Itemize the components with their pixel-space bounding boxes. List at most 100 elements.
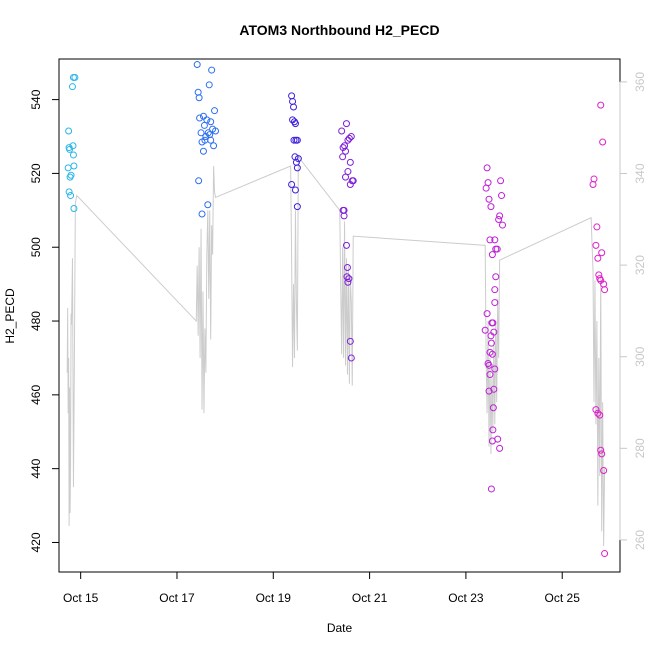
data-point-3-21 (344, 278, 352, 286)
y-tick-label: 420 (29, 532, 43, 552)
data-point-2-8 (293, 136, 301, 144)
y-tick-label: 440 (29, 458, 43, 478)
data-point-3-11 (344, 168, 352, 176)
data-point-5-3 (589, 180, 597, 188)
data-point-4-14 (499, 221, 506, 229)
y2-axis: 260 280 300 320 340 360 (619, 72, 647, 550)
data-point-1-24 (207, 136, 215, 144)
data-point-2-2 (290, 103, 298, 111)
data-point-2-0 (288, 92, 296, 100)
data-point-3-10 (342, 173, 350, 181)
data-point-5-7 (598, 249, 606, 257)
data-point-4-3 (485, 195, 493, 203)
plot-frame (58, 58, 621, 573)
data-point-3-4 (342, 120, 350, 128)
data-point-5-5 (592, 241, 600, 249)
data-point-3-5 (344, 136, 352, 144)
data-point-0-9 (69, 151, 77, 159)
data-point-2-11 (294, 155, 302, 163)
data-point-0-10 (70, 162, 78, 170)
y2-tick-label: 300 (633, 346, 647, 366)
data-point-5-6 (594, 254, 602, 262)
data-point-5-17 (598, 450, 606, 458)
data-point-4-23 (489, 319, 497, 327)
data-point-0-12 (68, 83, 76, 91)
data-point-4-36 (488, 350, 496, 358)
y2-tick-label: 320 (633, 255, 647, 275)
data-point-1-12 (207, 118, 215, 126)
data-point-4-38 (489, 404, 497, 412)
y-tick-label: 540 (29, 89, 43, 109)
data-point-5-14 (594, 409, 602, 417)
data-point-5-13 (592, 406, 600, 414)
x-tick-label: Oct 19 (256, 591, 292, 605)
data-point-3-8 (347, 133, 355, 140)
data-point-1-1 (194, 88, 202, 96)
data-point-4-26 (492, 273, 500, 281)
data-point-3-14 (349, 177, 357, 185)
data-point-4-5 (487, 203, 495, 211)
chart-title: ATOM3 Northbound H2_PECD (239, 22, 439, 38)
data-point-3-9 (339, 153, 347, 161)
data-point-1-17 (212, 127, 219, 135)
data-point-3-19 (343, 264, 351, 272)
data-point-4-37 (485, 361, 493, 369)
data-point-3-6 (345, 134, 353, 142)
data-point-4-6 (488, 251, 496, 259)
data-point-4-27 (491, 286, 499, 294)
data-point-0-5 (67, 171, 75, 179)
data-point-1-19 (198, 210, 206, 218)
data-point-0-0 (65, 127, 73, 135)
y-axis-label: H2_PECD (3, 288, 17, 344)
data-point-1-15 (210, 142, 218, 150)
data-point-3-2 (341, 142, 349, 150)
data-point-1-0 (193, 61, 201, 69)
y-tick-label: 500 (29, 237, 43, 257)
x-tick-label: Oct 23 (448, 591, 484, 605)
data-point-5-0 (597, 101, 605, 109)
data-point-1-22 (204, 201, 212, 209)
line-layer (66, 154, 606, 547)
data-point-4-25 (491, 365, 499, 373)
data-point-4-29 (490, 385, 498, 393)
data-point-1-10 (204, 129, 212, 137)
data-point-3-3 (342, 147, 350, 155)
points-layer (64, 61, 609, 558)
y2-tick-label: 260 (633, 530, 647, 550)
data-point-4-0 (483, 164, 491, 172)
y-tick-label: 460 (29, 385, 43, 405)
data-point-0-11 (70, 204, 78, 212)
data-point-1-11 (205, 81, 213, 89)
data-point-5-16 (597, 446, 605, 454)
data-point-2-15 (293, 203, 301, 211)
data-point-1-20 (199, 147, 207, 155)
data-point-4-16 (483, 310, 491, 318)
data-point-5-15 (596, 411, 604, 419)
data-point-2-6 (290, 136, 298, 144)
data-point-4-33 (496, 444, 504, 452)
x-axis-label: Date (327, 621, 353, 635)
data-point-4-19 (486, 371, 494, 379)
data-point-2-13 (288, 180, 296, 188)
data-point-4-7 (491, 236, 499, 244)
data-point-1-3 (196, 114, 204, 122)
y-tick-label: 520 (29, 163, 43, 183)
data-point-1-16 (211, 107, 219, 115)
data-point-4-15 (481, 326, 489, 334)
data-point-4-13 (498, 192, 506, 200)
data-point-3-18 (342, 241, 350, 249)
data-point-3-23 (346, 337, 354, 345)
y-tick-label: 480 (29, 311, 43, 331)
data-point-3-1 (339, 144, 347, 152)
data-point-4-12 (497, 177, 505, 185)
data-point-5-12 (601, 286, 609, 294)
y2-tick-label: 280 (633, 438, 647, 458)
data-point-3-17 (340, 212, 348, 220)
data-point-4-11 (496, 212, 504, 220)
data-point-5-19 (601, 550, 609, 558)
x-tick-label: Oct 15 (63, 591, 99, 605)
x-tick-label: Oct 21 (352, 591, 388, 605)
data-point-1-2 (195, 94, 203, 102)
data-point-0-8 (69, 142, 77, 150)
